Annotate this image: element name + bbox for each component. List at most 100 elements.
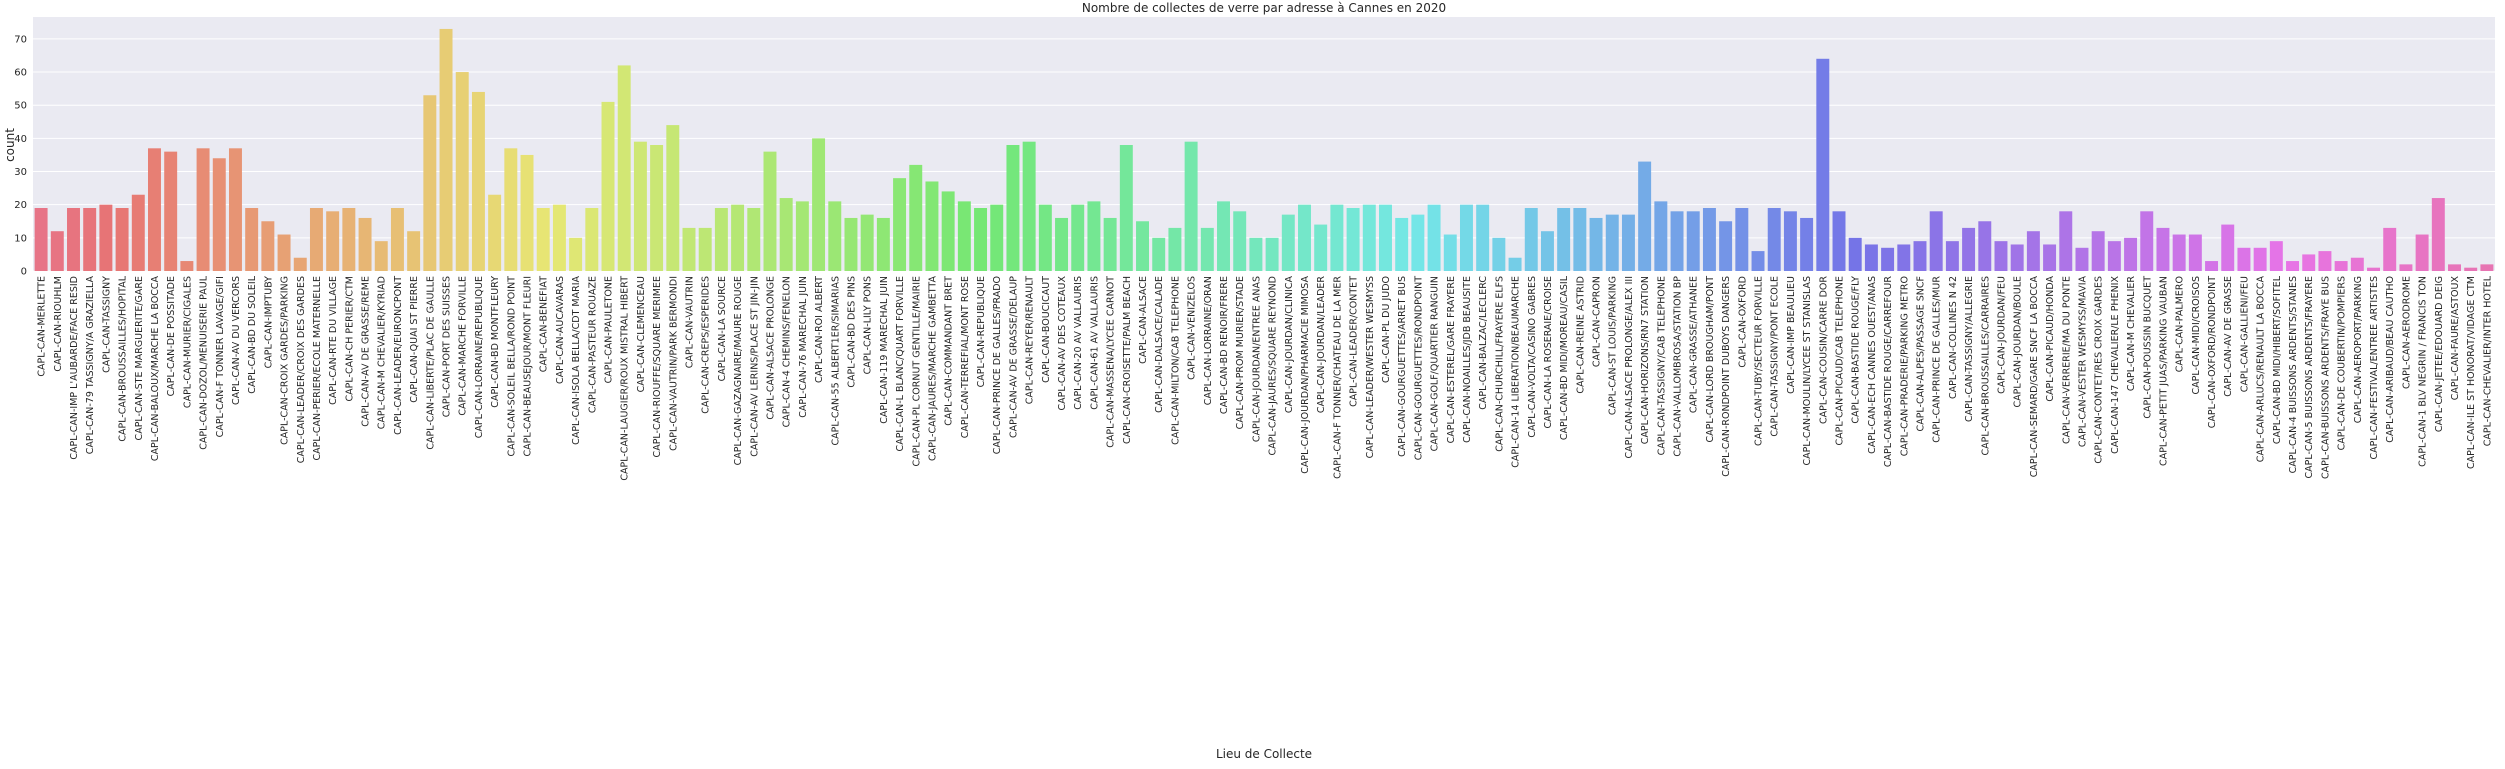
bar — [1589, 217, 1603, 271]
bar — [1119, 144, 1133, 271]
bar — [601, 101, 615, 271]
x-tick-label: CAPL-CAN-61 AV VALLAURIS — [1089, 276, 1100, 410]
x-tick-label: CAPL-CAN-JOURDAN/CLINICA — [1284, 276, 1295, 414]
x-tick-label: CAPL-CAN-14 LIBERATION/BEAUMARCHE — [1511, 276, 1522, 468]
bar — [342, 207, 356, 271]
bar — [2010, 244, 2024, 271]
x-tick-label: CAPL-CAN-CHEVALIER/INTER HOTEL — [2482, 275, 2493, 446]
x-tick-label: CAPL-CAN-HORIZONS/RN7 STATION — [1640, 276, 1651, 444]
x-tick-label: CAPL-CAN-JAURES/SQUARE REYNOND — [1268, 276, 1279, 456]
x-tick-label: CAPL-CAN-BALOUX/MARCHE LA BOCCA — [150, 276, 161, 462]
bar — [2221, 224, 2235, 271]
x-tick-label: CAPL-CAN-TASSIGNY — [101, 276, 112, 373]
x-tick-label: CAPL-CAN-PERIER/ECOLE MATERNELLE — [312, 276, 323, 461]
bar — [2464, 267, 2478, 271]
bar — [1022, 141, 1036, 271]
bar — [1071, 204, 1085, 271]
y-tick-label: 10 — [14, 233, 27, 244]
bar — [731, 204, 745, 271]
x-tick-label: CAPL-CAN-COLLINES N 42 — [1948, 276, 1959, 399]
x-tick-label: CAPL-CAN-LORRAINE/ORAN — [1203, 276, 1214, 405]
bar — [164, 151, 178, 271]
bar — [50, 231, 64, 271]
x-tick-label: CAPL-CAN-VERRERIE/MA DU PONTE — [2061, 276, 2072, 444]
x-tick-label: CAPL-CAN-VOLTA/CASINO GABRES — [1527, 276, 1538, 438]
x-tick-label: CAPL-CAN-IMP BEAULIEU — [1786, 276, 1797, 394]
bar — [617, 65, 631, 271]
bar — [666, 125, 680, 272]
bar — [1832, 211, 1846, 271]
x-tick-label: CAPL-CAN-REPUBLIQUE — [976, 276, 987, 387]
bar — [1038, 204, 1052, 271]
x-tick-label: CAPL-CAN-MILTON/CAB TELEPHONE — [1170, 276, 1181, 445]
bar — [1411, 214, 1425, 271]
x-tick-label: CAPL-CAN-LORRAINE/REPUBLIQUE — [474, 276, 485, 438]
bar — [650, 144, 664, 271]
x-tick-label: CAPL-CAN-BENEFIAT — [539, 276, 550, 372]
bar — [536, 207, 550, 271]
bar — [1751, 251, 1765, 271]
x-tick-label: CAPL-CAN-BD MIDI/MOREAU/CASIL — [1559, 275, 1570, 440]
x-tick-label: CAPL-CAN-GOURGUETTES/RONDPOINT — [1413, 276, 1424, 460]
bar — [83, 207, 97, 271]
x-tick-label: CAPL-CAN-5 BUISSONS ARDENTS/FRAYERE — [2304, 276, 2315, 479]
x-tick-label: CAPL-CAN-CROISETTE/PALM BEACH — [1122, 276, 1133, 444]
bar — [277, 234, 291, 271]
bar — [1994, 241, 2008, 271]
bar — [779, 198, 793, 271]
bar — [698, 227, 712, 271]
bar — [1346, 207, 1360, 271]
x-tick-label: CAPL-CAN-REINE ASTRID — [1575, 276, 1586, 394]
bar — [1200, 227, 1214, 271]
x-tick-label: CAPL-CAN-ALSACE PROLONGE — [765, 276, 776, 420]
x-tick-label: CAPL-CAN-AEROPORT/PARKING — [2353, 276, 2364, 423]
bar — [1686, 211, 1700, 271]
bar — [1492, 237, 1506, 271]
x-tick-label: CAPL-CAN-79 TASSIGNY/A GRAZIELLA — [85, 275, 96, 454]
x-tick-label: CAPL-CAN-AV LERINS/PLACE ST JIN-JIN — [749, 276, 760, 457]
bar — [552, 204, 566, 271]
bar — [957, 201, 971, 271]
bar — [1816, 58, 1830, 272]
bar — [34, 207, 48, 271]
bar — [2302, 254, 2316, 271]
x-tick-label: CAPL-CAN-ECH CANNES OUEST/ANAS — [1867, 276, 1878, 454]
x-tick-label: CAPL-CAN-GOURGUETTES/ARRET BUS — [1397, 276, 1408, 457]
x-tick-label: CAPL-CAN-OXFORD/RONDPOINT — [2207, 276, 2218, 428]
bar — [309, 207, 323, 271]
bar — [763, 151, 777, 271]
x-tick-label: CAPL-CAN-VESTER WESMYSS/MAVIA — [2077, 276, 2088, 448]
bar — [1783, 211, 1797, 271]
bar — [990, 204, 1004, 271]
y-tick-label: 30 — [14, 167, 27, 178]
x-tick-label: CAPL-CAN-L BLANC/QUART FORVILLE — [895, 276, 906, 451]
bar — [2205, 261, 2219, 271]
bar — [228, 148, 242, 271]
x-tick-label: CAPL-CAN-PROM MURIER/STADE — [1235, 276, 1246, 429]
bar — [941, 191, 955, 271]
bar — [844, 217, 858, 271]
bar — [504, 148, 518, 271]
bar — [1638, 161, 1652, 271]
x-tick-label: CAPL-CAN-76 MARECHAL JUIN — [798, 276, 809, 418]
bar — [1379, 204, 1392, 271]
bar — [1897, 244, 1911, 271]
bar — [1864, 244, 1878, 271]
bar — [974, 207, 988, 271]
bar — [1945, 241, 1959, 271]
bar — [148, 148, 161, 271]
y-tick-label: 50 — [14, 101, 27, 112]
bar — [1103, 217, 1117, 271]
x-tick-label: CAPL-CAN-MOULIN/LYCEE ST STANISLAS — [1802, 276, 1813, 466]
bar — [2383, 227, 2397, 271]
bar — [2140, 211, 2154, 271]
bar — [1929, 211, 1943, 271]
x-tick-label: CAPL-CAN-MIDI/CROISOS — [2191, 276, 2202, 394]
x-tick-label: CAPL-CAN-M CHEVALIER — [2126, 276, 2137, 392]
x-tick-label: CAPL-CAN-RIOUFFE/SQUARE MERIMEE — [652, 276, 663, 457]
x-tick-label: CAPL-CAN-LEADER/CONTET — [1349, 276, 1360, 407]
bar — [1281, 214, 1295, 271]
bar — [471, 91, 485, 272]
x-tick-label: CAPL-CAN-JAURES/MARCHE GAMBETTA — [927, 276, 938, 461]
bar — [2286, 261, 2300, 271]
